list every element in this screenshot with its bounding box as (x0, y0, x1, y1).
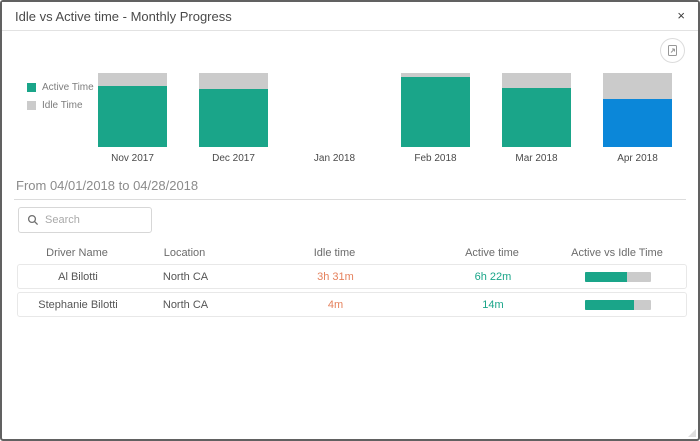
legend-label: Active Time (42, 82, 94, 93)
month-label: Nov 2017 (111, 153, 154, 164)
chart-legend: Active Time Idle Time (27, 82, 94, 118)
idle-time-swatch (27, 101, 36, 110)
export-icon (666, 44, 679, 57)
export-chart-button[interactable] (660, 38, 685, 63)
driver-name-cell: Stephanie Bilotti (38, 298, 118, 311)
search-box[interactable] (18, 207, 152, 233)
bar-dec-2017[interactable]: Dec 2017 (183, 73, 284, 164)
col-driver-name: Driver Name (46, 247, 108, 259)
month-label: Dec 2017 (212, 153, 255, 164)
month-label: Mar 2018 (515, 153, 558, 164)
dialog-titlebar: Idle vs Active time - Monthly Progress × (2, 2, 698, 31)
bars-area: Nov 2017 Dec 2017 Jan 2018 Feb 2018 Mar … (82, 73, 688, 164)
bar-mar-2018[interactable]: Mar 2018 (486, 73, 587, 164)
idle-time-cell: 3h 31m (317, 270, 354, 283)
month-label: Feb 2018 (414, 153, 457, 164)
table-row[interactable]: Stephanie Bilotti North CA 4m 14m (17, 292, 687, 317)
table-header-row: Driver Name Location Idle time Active ti… (17, 242, 687, 264)
section-divider (14, 199, 686, 200)
bar-jan-2018[interactable]: Jan 2018 (284, 73, 385, 164)
month-label: Apr 2018 (617, 153, 658, 164)
active-time-cell: 14m (482, 298, 504, 311)
legend-item-idle: Idle Time (27, 100, 94, 111)
active-vs-idle-cell (548, 299, 688, 310)
month-label: Jan 2018 (313, 153, 356, 164)
col-idle-time: Idle time (313, 247, 356, 259)
active-vs-idle-cell (548, 271, 688, 282)
bar-nov-2017[interactable]: Nov 2017 (82, 73, 183, 164)
col-active-time: Active time (465, 247, 519, 259)
close-icon[interactable]: × (677, 8, 685, 23)
legend-item-active: Active Time (27, 82, 94, 93)
search-icon (27, 214, 39, 226)
location-cell: North CA (162, 270, 209, 283)
active-idle-progressbar (585, 299, 651, 310)
search-input[interactable] (45, 214, 143, 226)
drivers-table: Driver Name Location Idle time Active ti… (17, 242, 687, 320)
idle-time-cell: 4m (327, 298, 344, 311)
bar-apr-2018-selected[interactable]: Apr 2018 (587, 73, 688, 164)
col-location: Location (163, 247, 206, 259)
date-range-label: From 04/01/2018 to 04/28/2018 (16, 178, 199, 193)
location-cell: North CA (162, 298, 209, 311)
dialog-title: Idle vs Active time - Monthly Progress (15, 9, 232, 24)
monthly-progress-chart: Active Time Idle Time Nov 2017 Dec 2017 … (2, 32, 698, 172)
legend-label: Idle Time (42, 100, 83, 111)
active-time-swatch (27, 83, 36, 92)
bar-feb-2018[interactable]: Feb 2018 (385, 73, 486, 164)
active-time-cell: 6h 22m (474, 270, 512, 283)
resize-grip[interactable] (688, 429, 696, 437)
col-active-vs-idle: Active vs Idle Time (571, 247, 663, 259)
table-row[interactable]: Al Bilotti North CA 3h 31m 6h 22m (17, 264, 687, 289)
driver-name-cell: Al Bilotti (58, 270, 98, 283)
active-idle-progressbar (585, 271, 651, 282)
